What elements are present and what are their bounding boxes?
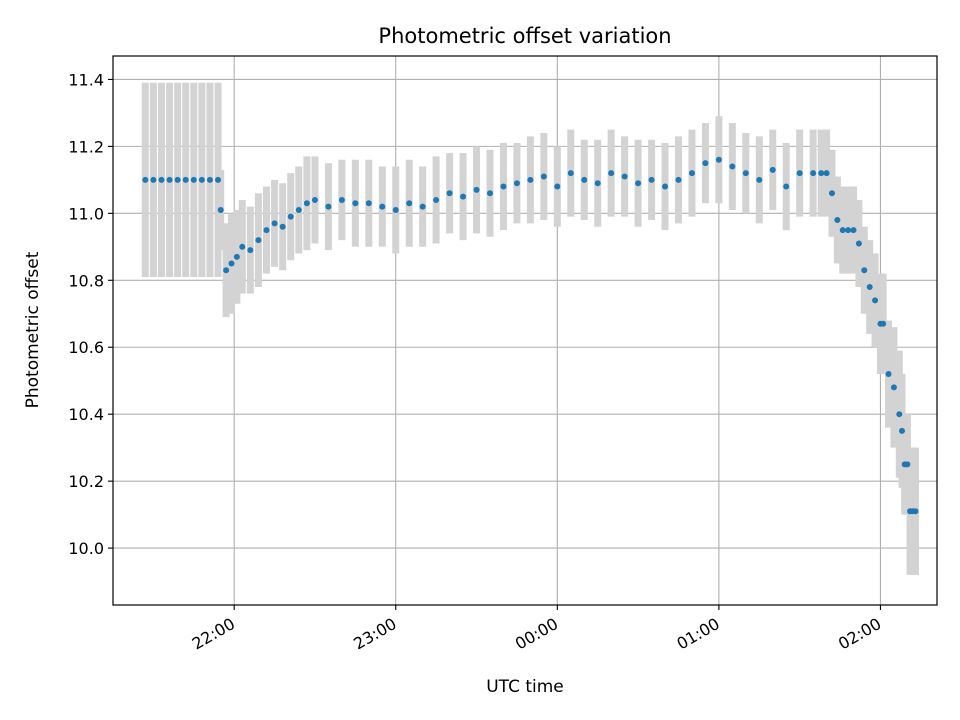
data-point xyxy=(392,206,399,213)
data-point xyxy=(263,227,270,234)
y-tick-label: 10.2 xyxy=(68,472,104,491)
data-point xyxy=(594,180,601,187)
data-point xyxy=(662,183,669,190)
data-point xyxy=(850,227,857,234)
data-point xyxy=(233,253,240,260)
data-point xyxy=(823,170,830,177)
data-point xyxy=(150,176,157,183)
data-point xyxy=(223,267,230,274)
data-point xyxy=(810,170,817,177)
data-points xyxy=(142,156,919,515)
y-tick-label: 11.0 xyxy=(68,204,104,223)
data-point xyxy=(247,247,254,254)
data-point xyxy=(182,176,189,183)
data-point xyxy=(855,240,862,247)
data-point xyxy=(702,160,709,167)
y-axis-ticks: 10.0 10.2 10.4 10.6 10.8 11.0 11.2 11.4 xyxy=(68,70,113,558)
data-point xyxy=(880,320,887,327)
data-point xyxy=(198,176,205,183)
y-tick-label: 10.8 xyxy=(68,271,104,290)
data-point xyxy=(473,186,480,193)
data-point xyxy=(818,170,825,177)
data-point xyxy=(158,176,165,183)
data-point xyxy=(608,170,615,177)
data-point xyxy=(845,227,852,234)
data-point xyxy=(190,176,197,183)
data-point xyxy=(365,200,372,207)
data-point xyxy=(206,176,213,183)
y-tick-label: 10.6 xyxy=(68,338,104,357)
data-point xyxy=(866,283,873,290)
y-tick-label: 10.0 xyxy=(68,539,104,558)
data-point xyxy=(635,180,642,187)
data-point xyxy=(729,163,736,170)
data-point xyxy=(581,176,588,183)
data-point xyxy=(796,170,803,177)
data-point xyxy=(239,243,246,250)
data-point xyxy=(540,173,547,180)
x-axis-label: UTC time xyxy=(486,677,564,697)
data-point xyxy=(742,170,749,177)
data-point xyxy=(554,183,561,190)
y-axis-label: Photometric offset xyxy=(23,251,43,408)
chart-title: Photometric offset variation xyxy=(378,24,671,48)
data-point xyxy=(688,170,695,177)
data-point xyxy=(446,190,453,197)
data-point xyxy=(715,156,722,163)
data-point xyxy=(287,213,294,220)
data-point xyxy=(303,200,310,207)
data-point xyxy=(433,196,440,203)
y-tick-label: 11.4 xyxy=(68,70,104,89)
data-point xyxy=(513,180,520,187)
data-point xyxy=(166,176,173,183)
data-point xyxy=(352,200,359,207)
data-point xyxy=(406,200,413,207)
data-point xyxy=(325,203,332,210)
data-point xyxy=(486,190,493,197)
data-point xyxy=(174,176,181,183)
data-point xyxy=(419,203,426,210)
data-point xyxy=(500,183,507,190)
data-point xyxy=(898,427,905,434)
data-point xyxy=(271,220,278,227)
data-point xyxy=(890,384,897,391)
data-point xyxy=(872,297,879,304)
data-point xyxy=(338,196,345,203)
data-point xyxy=(460,193,467,200)
data-point xyxy=(295,206,302,213)
data-point xyxy=(215,176,222,183)
plot-frame xyxy=(112,55,938,606)
data-point xyxy=(311,196,318,203)
data-point xyxy=(904,461,911,468)
data-point xyxy=(621,173,628,180)
data-point xyxy=(828,190,835,197)
data-point xyxy=(527,176,534,183)
y-tick-label: 10.4 xyxy=(68,405,104,424)
data-point xyxy=(834,217,841,224)
data-point xyxy=(279,223,286,230)
data-point xyxy=(228,260,235,267)
data-point xyxy=(648,176,655,183)
data-point xyxy=(861,267,868,274)
y-tick-label: 11.2 xyxy=(68,137,104,156)
data-point xyxy=(896,411,903,418)
data-point xyxy=(255,237,262,244)
data-point xyxy=(142,176,149,183)
data-point xyxy=(567,170,574,177)
data-point xyxy=(769,166,776,173)
data-point xyxy=(912,508,919,515)
data-point xyxy=(756,176,763,183)
data-point xyxy=(885,371,892,378)
data-point xyxy=(839,227,846,234)
data-point xyxy=(379,203,386,210)
data-point xyxy=(783,183,790,190)
data-point xyxy=(675,176,682,183)
data-point xyxy=(217,206,224,213)
